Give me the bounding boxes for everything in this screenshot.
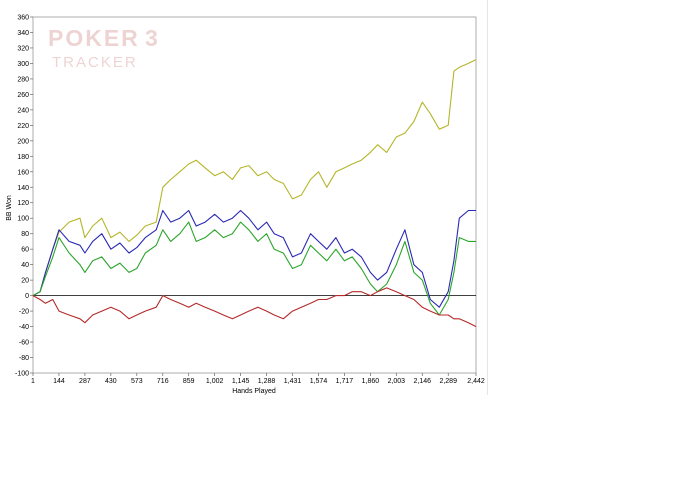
series-line-4 xyxy=(32,287,477,328)
x-tick-label: 1,574 xyxy=(310,378,328,385)
watermark-word-poker: POKER xyxy=(48,25,140,51)
y-tick-label: 120 xyxy=(17,200,29,207)
series-lines xyxy=(32,59,477,328)
x-tick-label: 287 xyxy=(79,378,91,385)
series-line-3 xyxy=(32,221,476,316)
x-tick-label: 1,002 xyxy=(206,378,224,385)
x-tick-label: 1,288 xyxy=(258,378,276,385)
pokertracker-watermark: POKER 3 TRACKER xyxy=(48,25,158,71)
y-tick-label: 40 xyxy=(21,262,29,269)
watermark-word-tracker: TRACKER xyxy=(52,54,138,71)
x-tick-label: 716 xyxy=(157,378,169,385)
x-tick-label: 859 xyxy=(183,378,195,385)
y-tick-label: -100 xyxy=(15,371,29,378)
y-tick-label: 60 xyxy=(21,247,29,254)
x-tick-label: 2,289 xyxy=(439,378,457,385)
y-tick-label: -80 xyxy=(19,355,29,362)
y-tick-label: 80 xyxy=(21,231,29,238)
x-axis-label: Hands Played xyxy=(232,388,276,395)
y-tick-label: 320 xyxy=(17,45,29,52)
x-tick-label: 1,860 xyxy=(362,378,380,385)
x-tick-label: 144 xyxy=(53,378,65,385)
x-tick-label: 1,717 xyxy=(336,378,354,385)
y-tick-label: 180 xyxy=(17,154,29,161)
y-axis: -100 -80 -60 -40 -20 0 20 40 60 80 100 120 140 160 180… xyxy=(15,15,33,378)
x-tick-label: 1,431 xyxy=(284,378,302,385)
x-tick-label: 573 xyxy=(131,378,143,385)
x-tick-label: 1 xyxy=(31,378,35,385)
x-tick-label: 2,442 xyxy=(467,378,485,385)
y-tick-label: 300 xyxy=(17,61,29,68)
y-tick-label: 100 xyxy=(17,216,29,223)
y-tick-label: 340 xyxy=(17,30,29,37)
y-tick-label: 160 xyxy=(17,169,29,176)
y-tick-label: 360 xyxy=(17,15,29,22)
panel-divider xyxy=(487,0,488,395)
bb-won-chart: POKER 3 TRACKER -100 -80 -60 -40 -20 0 20 40 60 8… xyxy=(6,15,485,396)
y-tick-label: 200 xyxy=(17,138,29,145)
y-tick-label: 0 xyxy=(25,293,29,300)
y-tick-label: 260 xyxy=(17,92,29,99)
x-tick-label: 430 xyxy=(105,378,117,385)
plot-frame xyxy=(32,16,477,374)
y-tick-label: -60 xyxy=(19,340,29,347)
y-tick-label: 140 xyxy=(17,185,29,192)
x-tick-label: 2,003 xyxy=(388,378,406,385)
y-tick-label: 20 xyxy=(21,278,29,285)
plot-border xyxy=(32,16,477,374)
y-tick-label: -40 xyxy=(19,324,29,331)
y-tick-label: -20 xyxy=(19,309,29,316)
x-axis: 1 144 287 430 573 716 859 1,002 1,145 1,288 1,431 1… xyxy=(31,373,485,385)
x-tick-label: 2,146 xyxy=(414,378,432,385)
series-line-2 xyxy=(32,209,476,308)
y-tick-label: 280 xyxy=(17,76,29,83)
y-axis-label: BB Won xyxy=(6,195,13,221)
chart-panel: POKER 3 TRACKER -100 -80 -60 -40 -20 0 20 40 60 8… xyxy=(6,14,485,396)
x-tick-label: 1,145 xyxy=(232,378,250,385)
y-tick-label: 220 xyxy=(17,123,29,130)
watermark-digit: 3 xyxy=(145,25,158,51)
series-line-1 xyxy=(32,59,477,297)
y-tick-label: 240 xyxy=(17,107,29,114)
